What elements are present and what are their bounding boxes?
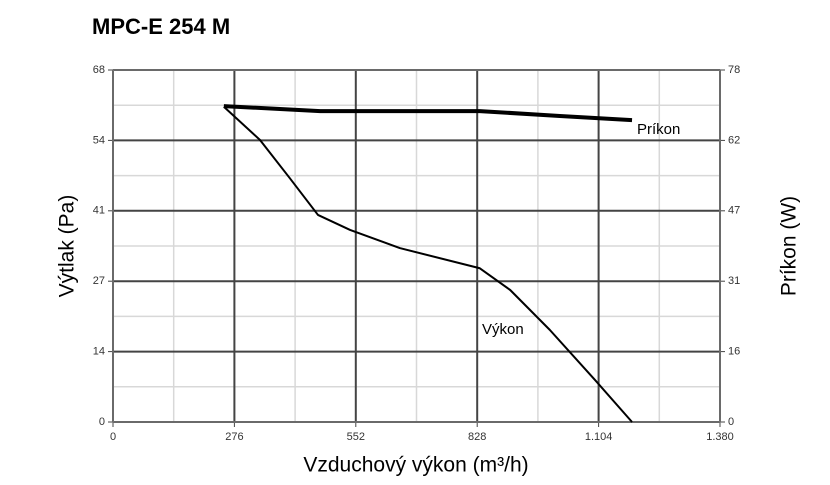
y-tick-label: 54 [93,134,105,146]
plot-frame [112,69,721,423]
y-tick-label: 14 [93,346,105,358]
y2-tick-label: 47 [728,205,740,217]
series-label: Príkon [637,121,680,138]
x-tick-label: 828 [468,431,486,443]
chart-title: MPC-E 254 M [92,14,230,39]
x-tick-label: 0 [110,431,116,443]
x-tick-label: 1.104 [585,431,613,443]
y-tick-label: 41 [93,205,105,217]
y2-axis-label: Príkon (W) [778,196,801,296]
y-axis-label: Výtlak (Pa) [56,195,79,298]
y2-tick-label: 16 [728,346,740,358]
y-tick-label: 0 [99,416,105,428]
y-tick-label: 27 [93,275,105,287]
x-axis-label: Vzduchový výkon (m³/h) [303,454,528,477]
y2-tick-label: 62 [728,134,740,146]
series-label: Výkon [482,321,524,338]
y2-tick-label: 0 [728,416,734,428]
x-tick-label: 552 [347,431,365,443]
x-tick-label: 1.380 [706,431,734,443]
y2-tick-label: 31 [728,275,740,287]
x-tick-label: 276 [225,431,243,443]
y-tick-label: 68 [93,64,105,76]
y2-tick-label: 78 [728,64,740,76]
series-line [223,106,633,423]
series-line [223,104,633,123]
